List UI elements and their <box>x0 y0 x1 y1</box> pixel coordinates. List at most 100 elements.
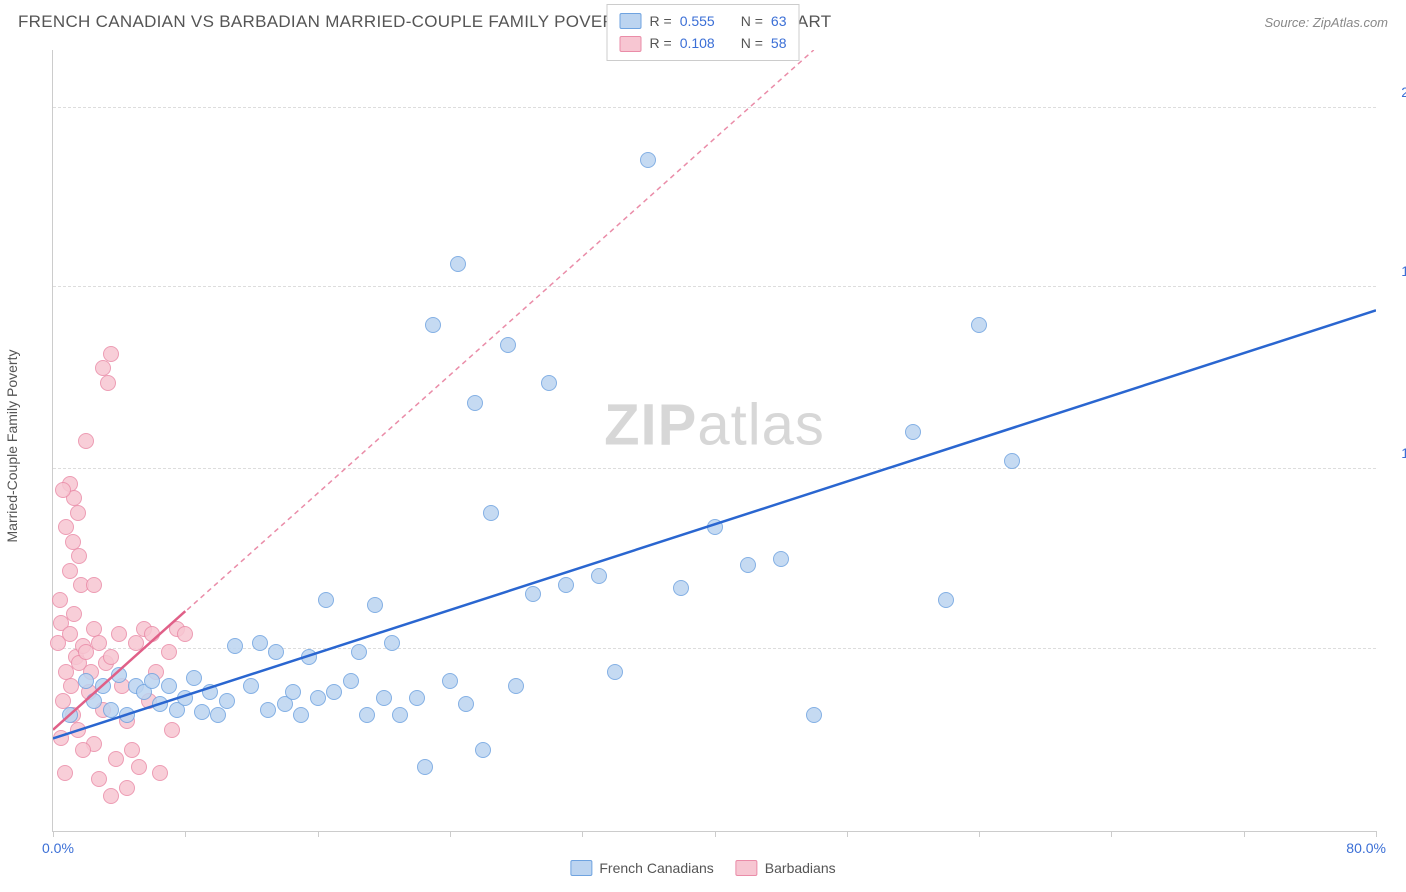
data-point <box>62 626 78 642</box>
data-point <box>525 586 541 602</box>
data-point <box>417 759 433 775</box>
data-point <box>591 568 607 584</box>
data-point <box>1004 453 1020 469</box>
legend-n-label: N = <box>741 32 763 54</box>
x-tick-mark <box>979 831 980 837</box>
watermark-rest: atlas <box>697 392 825 457</box>
data-point <box>673 580 689 596</box>
legend-n-value: 58 <box>771 32 787 54</box>
data-point <box>483 505 499 521</box>
data-point <box>177 690 193 706</box>
data-point <box>467 395 483 411</box>
data-point <box>55 482 71 498</box>
data-point <box>475 742 491 758</box>
data-point <box>53 730 69 746</box>
data-point <box>252 635 268 651</box>
gridline-h <box>53 286 1376 287</box>
data-point <box>103 702 119 718</box>
data-point <box>152 696 168 712</box>
data-point <box>161 678 177 694</box>
data-point <box>343 673 359 689</box>
x-tick-mark <box>318 831 319 837</box>
data-point <box>293 707 309 723</box>
data-point <box>219 693 235 709</box>
data-point <box>806 707 822 723</box>
watermark: ZIPatlas <box>604 391 825 458</box>
data-point <box>376 690 392 706</box>
series-legend-label: French Canadians <box>599 860 713 876</box>
legend-n-label: N = <box>741 10 763 32</box>
data-point <box>558 577 574 593</box>
data-point <box>161 644 177 660</box>
data-point <box>71 548 87 564</box>
series-legend-item: Barbadians <box>736 860 836 876</box>
data-point <box>351 644 367 660</box>
data-point <box>164 722 180 738</box>
data-point <box>62 563 78 579</box>
data-point <box>392 707 408 723</box>
data-point <box>607 664 623 680</box>
plot-canvas: ZIPatlas 6.3%12.5%18.8%25.0% <box>52 50 1376 832</box>
trend-lines <box>53 50 1376 831</box>
data-point <box>210 707 226 723</box>
data-point <box>773 551 789 567</box>
x-tick-max: 80.0% <box>1346 840 1386 856</box>
watermark-bold: ZIP <box>604 392 697 457</box>
data-point <box>144 673 160 689</box>
data-point <box>707 519 723 535</box>
data-point <box>78 433 94 449</box>
legend-swatch <box>620 36 642 52</box>
data-point <box>62 707 78 723</box>
data-point <box>326 684 342 700</box>
series-legend-label: Barbadians <box>765 860 836 876</box>
data-point <box>70 722 86 738</box>
data-point <box>541 375 557 391</box>
data-point <box>442 673 458 689</box>
data-point <box>124 742 140 758</box>
series-legend: French Canadians Barbadians <box>570 860 835 876</box>
y-tick-label: 12.5% <box>1401 445 1406 461</box>
data-point <box>70 505 86 521</box>
data-point <box>131 759 147 775</box>
legend-swatch <box>736 860 758 876</box>
legend-swatch <box>570 860 592 876</box>
data-point <box>260 702 276 718</box>
data-point <box>227 638 243 654</box>
correlation-legend: R =0.555N =63R =0.108N =58 <box>607 4 800 61</box>
data-point <box>367 597 383 613</box>
x-tick-mark <box>185 831 186 837</box>
data-point <box>128 635 144 651</box>
data-point <box>194 704 210 720</box>
x-tick-mark <box>1111 831 1112 837</box>
data-point <box>938 592 954 608</box>
legend-row: R = 0.555 N = 63 <box>620 10 787 32</box>
data-point <box>111 626 127 642</box>
series-legend-item: French Canadians <box>570 860 713 876</box>
legend-n-value: 63 <box>771 10 787 32</box>
legend-r-label: R = <box>650 10 672 32</box>
data-point <box>103 346 119 362</box>
data-point <box>740 557 756 573</box>
data-point <box>103 649 119 665</box>
data-point <box>100 375 116 391</box>
data-point <box>425 317 441 333</box>
data-point <box>144 626 160 642</box>
y-tick-label: 25.0% <box>1401 84 1406 100</box>
data-point <box>78 673 94 689</box>
data-point <box>310 690 326 706</box>
data-point <box>359 707 375 723</box>
x-tick-mark <box>847 831 848 837</box>
gridline-h <box>53 468 1376 469</box>
data-point <box>57 765 73 781</box>
x-tick-mark <box>1376 831 1377 837</box>
legend-swatch <box>620 13 642 29</box>
data-point <box>86 693 102 709</box>
x-tick-mark <box>450 831 451 837</box>
data-point <box>186 670 202 686</box>
data-point <box>63 678 79 694</box>
data-point <box>177 626 193 642</box>
legend-r-value: 0.555 <box>680 10 715 32</box>
legend-r-label: R = <box>650 32 672 54</box>
legend-row: R =0.108N =58 <box>620 32 787 54</box>
data-point <box>243 678 259 694</box>
